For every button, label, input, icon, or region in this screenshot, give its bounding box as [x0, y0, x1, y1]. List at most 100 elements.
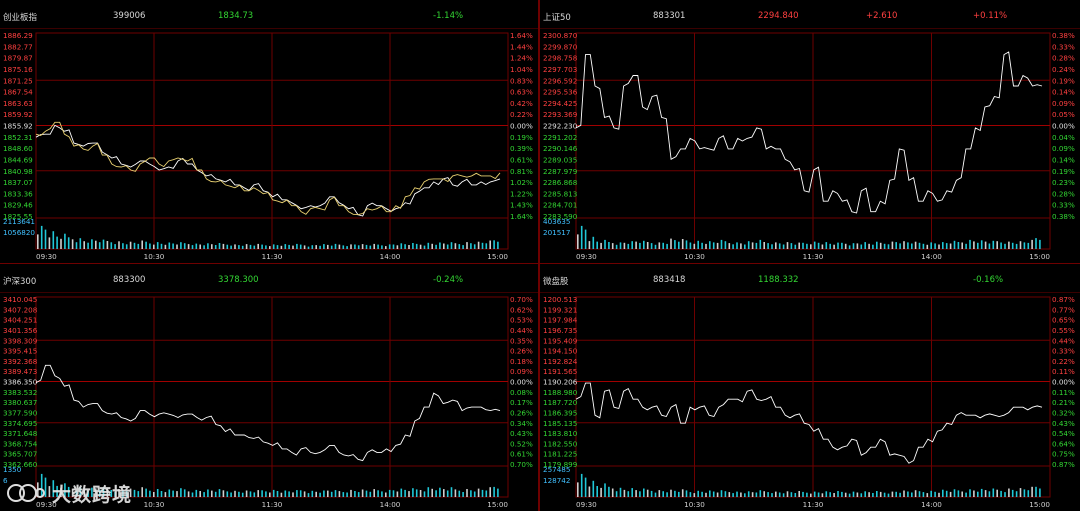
- pct-axis-label: 0.28%: [1052, 54, 1075, 63]
- price-axis-label: 3365.707: [3, 450, 37, 459]
- volume-bar: [346, 246, 348, 249]
- intraday-chart[interactable]: 1886.29 1882.77 1879.87 1875.16 1871.25 1867.…: [0, 0, 538, 263]
- volume-bar: [829, 492, 831, 497]
- pct-axis-label: 1.22%: [510, 189, 533, 198]
- volume-bar: [257, 490, 259, 497]
- volume-bar: [357, 245, 360, 249]
- pct-axis-label: 0.33%: [1052, 201, 1075, 210]
- panel-sse50[interactable]: 上证50 883301 2294.840 +2.610 +0.11% 2300.870 22…: [540, 0, 1080, 263]
- volume-bar: [942, 489, 944, 497]
- volume-bar: [342, 245, 345, 249]
- volume-bar: [392, 244, 395, 249]
- volume-bar: [361, 244, 364, 249]
- volume-bar: [481, 489, 484, 497]
- volume-bar: [71, 239, 74, 249]
- volume-bar: [203, 492, 205, 497]
- volume-bar: [226, 491, 229, 497]
- volume-bar: [218, 489, 221, 497]
- volume-bar: [98, 242, 101, 249]
- volume-bar: [903, 490, 905, 497]
- volume-bar: [988, 243, 991, 249]
- volume-bar: [701, 491, 703, 497]
- volume-bar: [369, 245, 372, 249]
- volume-bar: [493, 486, 495, 497]
- pct-axis-label: 0.22%: [510, 110, 533, 119]
- index-change-pct: -0.24%: [433, 275, 464, 285]
- volume-bar: [666, 492, 668, 497]
- volume-bar: [56, 485, 58, 497]
- panel-csi300[interactable]: 沪深300 883300 3378.300 -8.050 -0.24% 3410.045 3…: [0, 264, 538, 511]
- panel-chinext[interactable]: 创业板指 399006 1834.73 -21.19 -1.14% 1886.29 1882…: [0, 0, 538, 263]
- volume-bar: [369, 491, 372, 497]
- volume-bar: [646, 489, 649, 497]
- volume-bar: [145, 241, 147, 249]
- volume-bar: [52, 480, 55, 497]
- price-axis-label: 2292.230: [543, 122, 578, 131]
- pct-axis-label: 0.24%: [1052, 65, 1075, 74]
- volume-bar: [728, 492, 731, 497]
- price-axis-label: 1825.55: [3, 212, 33, 221]
- time-axis-label: 15:00: [1029, 500, 1050, 509]
- volume-bar: [477, 488, 480, 497]
- volume-bar: [662, 491, 664, 497]
- volume-bar: [728, 243, 731, 249]
- volume-bar: [806, 492, 808, 497]
- pct-axis-label: 0.08%: [510, 388, 533, 397]
- time-axis-label: 14:00: [380, 252, 401, 261]
- volume-bar: [635, 241, 637, 249]
- index-code: 399006: [113, 11, 146, 21]
- panel-microcap[interactable]: 微盘股 883418 1188.332 -1.874 -0.16% 1200.513 119…: [540, 264, 1080, 511]
- pct-axis-label: 0.65%: [1052, 316, 1075, 325]
- volume-bar: [79, 238, 82, 249]
- volume-bar: [930, 242, 932, 249]
- volume-bar: [844, 492, 847, 497]
- time-axis-label: 11:30: [803, 500, 824, 509]
- volume-bar: [608, 486, 610, 497]
- volume-bar: [584, 229, 587, 249]
- volume-bar: [439, 487, 441, 497]
- volume-bar: [650, 490, 653, 497]
- index-change-pct: -1.14%: [433, 11, 464, 21]
- panel-header: 微盘股 883418 1188.332 -1.874 -0.16%: [540, 264, 1080, 293]
- volume-bar: [806, 243, 808, 249]
- volume-bar: [37, 234, 39, 249]
- volume-bar: [133, 489, 136, 497]
- volume-axis-label: 6: [3, 476, 8, 485]
- price-axis-label: 2289.035: [543, 155, 577, 164]
- volume-axis-label: 201517: [543, 228, 570, 237]
- volume-bar: [623, 242, 626, 249]
- volume-bar: [102, 487, 105, 497]
- volume-bar: [685, 490, 688, 497]
- volume-bar: [724, 491, 727, 497]
- volume-bar: [810, 244, 812, 249]
- volume-bar: [292, 492, 294, 497]
- price-axis-label: 1859.92: [3, 110, 33, 119]
- volume-bar: [996, 241, 998, 249]
- volume-bar: [412, 243, 414, 249]
- volume-bar: [650, 243, 653, 249]
- volume-bar: [1000, 490, 1002, 497]
- volume-bar: [87, 490, 89, 497]
- volume-bar: [477, 241, 480, 249]
- volume-bar: [744, 493, 746, 497]
- volume-bar: [272, 244, 275, 249]
- pct-axis-label: 0.09%: [510, 367, 533, 376]
- volume-bar: [778, 243, 781, 249]
- volume-bar: [388, 244, 391, 249]
- pct-axis-label: 0.62%: [510, 305, 533, 314]
- pct-axis-label: 0.81%: [510, 167, 533, 176]
- volume-bar: [230, 245, 232, 249]
- volume-bar: [740, 492, 742, 497]
- intraday-chart[interactable]: 2300.870 2299.870 2298.758 2297.703 2296.592…: [540, 0, 1080, 263]
- pct-axis-label: 0.70%: [510, 295, 533, 304]
- volume-bar: [315, 491, 317, 497]
- volume-bar: [191, 492, 194, 497]
- volume-bar: [361, 489, 364, 497]
- price-axis-label: 1196.735: [543, 326, 577, 335]
- volume-bar: [195, 489, 198, 497]
- volume-bar: [755, 492, 758, 497]
- volume-bar: [639, 491, 641, 497]
- volume-bar: [211, 244, 213, 249]
